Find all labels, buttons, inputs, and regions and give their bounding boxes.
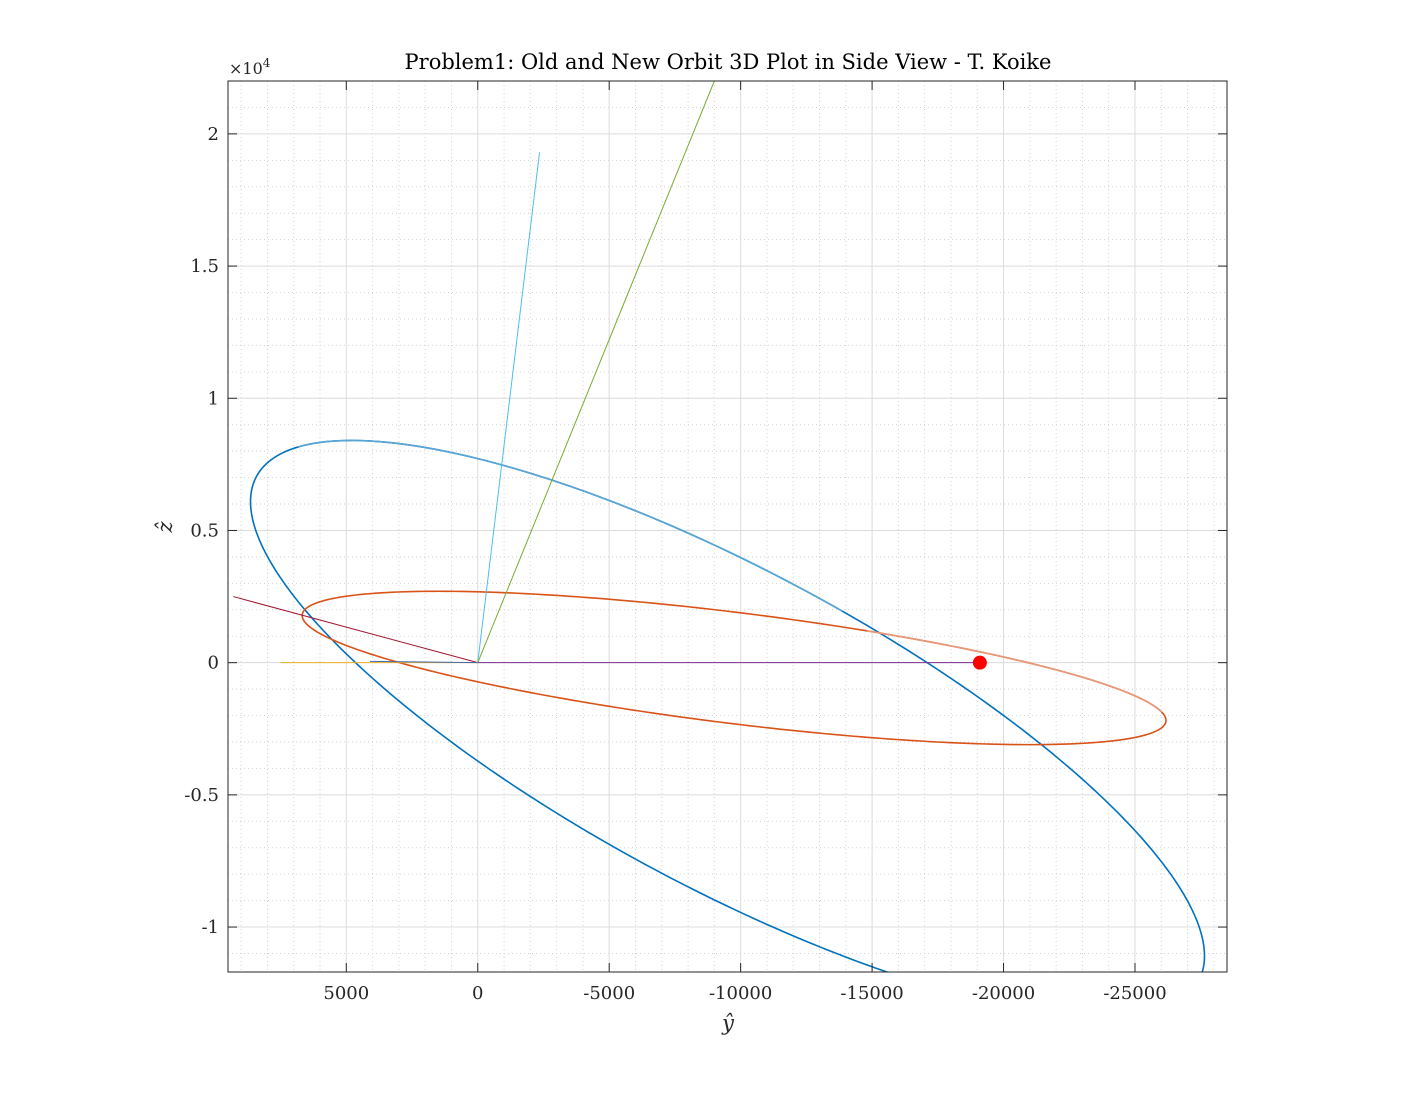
chart-title: Problem1: Old and New Orbit 3D Plot in S… <box>405 50 1052 74</box>
major-grid <box>228 81 1227 972</box>
y-tick-label: 0.5 <box>190 520 219 541</box>
orbit-ellipse-1 <box>249 439 1206 972</box>
tick-marks <box>228 81 1227 972</box>
vector-line-4 <box>477 81 715 663</box>
y-axis-label: ẑ <box>153 521 177 534</box>
x-tick-label: 0 <box>472 983 483 1004</box>
orbit-ellipse-highlight-2 <box>866 630 1163 713</box>
x-axis-label: ŷ <box>721 1011 735 1035</box>
axes-background <box>228 81 1227 972</box>
x-tick-label: -10000 <box>709 983 772 1004</box>
y-tick-label: 2 <box>208 124 219 145</box>
y-tick-label: -0.5 <box>184 785 219 806</box>
x-tick-label: -5000 <box>583 983 635 1004</box>
y-tick-label: 0 <box>208 653 219 674</box>
x-tick-label: -20000 <box>972 983 1035 1004</box>
x-tick-label: 5000 <box>323 983 369 1004</box>
x-tick-label: -15000 <box>840 983 903 1004</box>
axes-box <box>227 80 1228 973</box>
y-exponent-label: ×104 <box>229 56 271 78</box>
vector-line-8 <box>369 660 478 664</box>
x-tick-label: -25000 <box>1103 983 1166 1004</box>
y-tick-label: 1.5 <box>190 256 219 277</box>
plot-area <box>233 81 1206 972</box>
y-tick-labels: -1 -0.5 0 0.5 1 1.5 2 <box>184 124 219 938</box>
intersection-marker <box>972 655 987 670</box>
orbit-ellipse-highlight-1 <box>298 439 843 612</box>
y-tick-label: -1 <box>201 917 219 938</box>
y-tick-label: 1 <box>208 388 219 409</box>
vector-line-3 <box>477 152 541 663</box>
vector-line-5 <box>233 596 478 664</box>
x-tick-labels: 5000 0 -5000 -10000 -15000 -20000 -25000 <box>323 983 1166 1004</box>
